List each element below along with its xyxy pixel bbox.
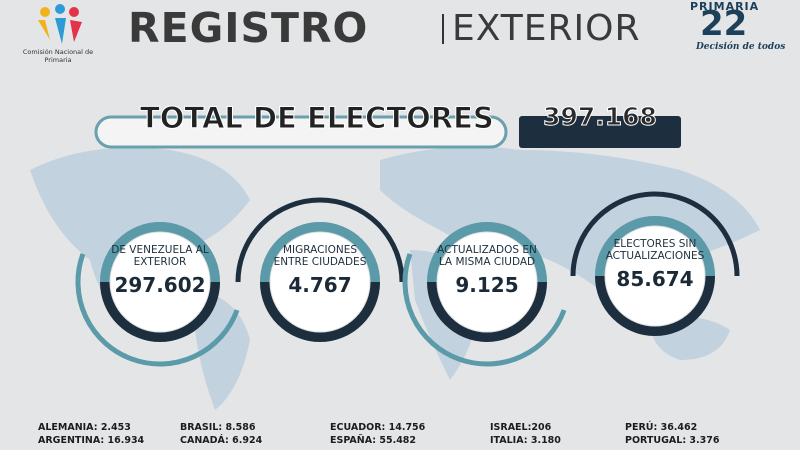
ring-inner [269,231,371,333]
total-value: 397.168 [543,102,658,132]
ring-value: 297.602 [114,273,206,297]
ring-inner [604,225,706,327]
country-entry: ECUADOR: 14.756 [330,422,426,433]
ring-value: 4.767 [288,273,352,297]
outer-arc [75,253,240,367]
country-entry: ALEMANIA: 2.453 [38,422,131,433]
country-entry: ARGENTINA: 16.934 [38,435,145,446]
ring-label: ELECTORES SIN ACTUALIZACIONES [605,238,705,262]
ring-value: 9.125 [455,273,519,297]
org-name: Comisión Nacional de Primaria [22,48,94,64]
ring-label: ACTUALIZADOS EN LA MISMA CIUDAD [437,244,537,268]
country-entry: PORTUGAL: 3.376 [625,435,720,446]
country-entry: CANADÁ: 6.924 [180,435,263,446]
ring-inner [109,231,211,333]
total-pill [94,115,508,149]
outer-arc [235,197,405,283]
ring-label: MIGRACIONES ENTRE CIUDADES [273,244,367,268]
country-entry: BRASIL: 8.586 [180,422,256,433]
country-entry: ITALIA: 3.180 [490,435,561,446]
logo-number: 22 [700,4,748,44]
total-label: TOTAL DE ELECTORES [140,101,495,136]
country-entry: PERÚ: 36.462 [625,422,698,433]
logo-slogan: Decisión de todos [696,42,786,52]
total-value-box [519,116,681,148]
ring-value: 85.674 [616,267,694,291]
org-logo [38,4,82,44]
outer-arc [570,191,740,277]
ring-inner [436,231,538,333]
country-entry: ESPAÑA: 55.482 [330,435,417,446]
logo-top: PRIMARIA [690,0,760,13]
title-main: REGISTRO [128,4,369,52]
ring-label: DE VENEZUELA AL EXTERIOR [111,244,209,268]
outer-arc [402,253,567,367]
title-sub: EXTERIOR [452,8,641,49]
rings [75,191,740,367]
country-entry: ISRAEL:206 [490,422,552,433]
